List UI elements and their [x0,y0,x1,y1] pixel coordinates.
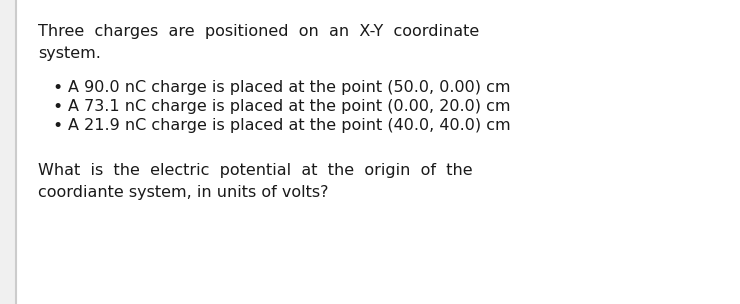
Text: system.: system. [38,46,101,61]
Text: A 21.9 nC charge is placed at the point (40.0, 40.0) cm: A 21.9 nC charge is placed at the point … [68,118,511,133]
Text: •: • [52,117,62,135]
Text: A 73.1 nC charge is placed at the point (0.00, 20.0) cm: A 73.1 nC charge is placed at the point … [68,99,511,114]
Text: Three  charges  are  positioned  on  an  X-Y  coordinate: Three charges are positioned on an X-Y c… [38,24,480,39]
Text: •: • [52,79,62,97]
Text: A 90.0 nC charge is placed at the point (50.0, 0.00) cm: A 90.0 nC charge is placed at the point … [68,80,511,95]
Text: •: • [52,98,62,116]
Text: coordiante system, in units of volts?: coordiante system, in units of volts? [38,185,329,200]
Text: What  is  the  electric  potential  at  the  origin  of  the: What is the electric potential at the or… [38,163,473,178]
